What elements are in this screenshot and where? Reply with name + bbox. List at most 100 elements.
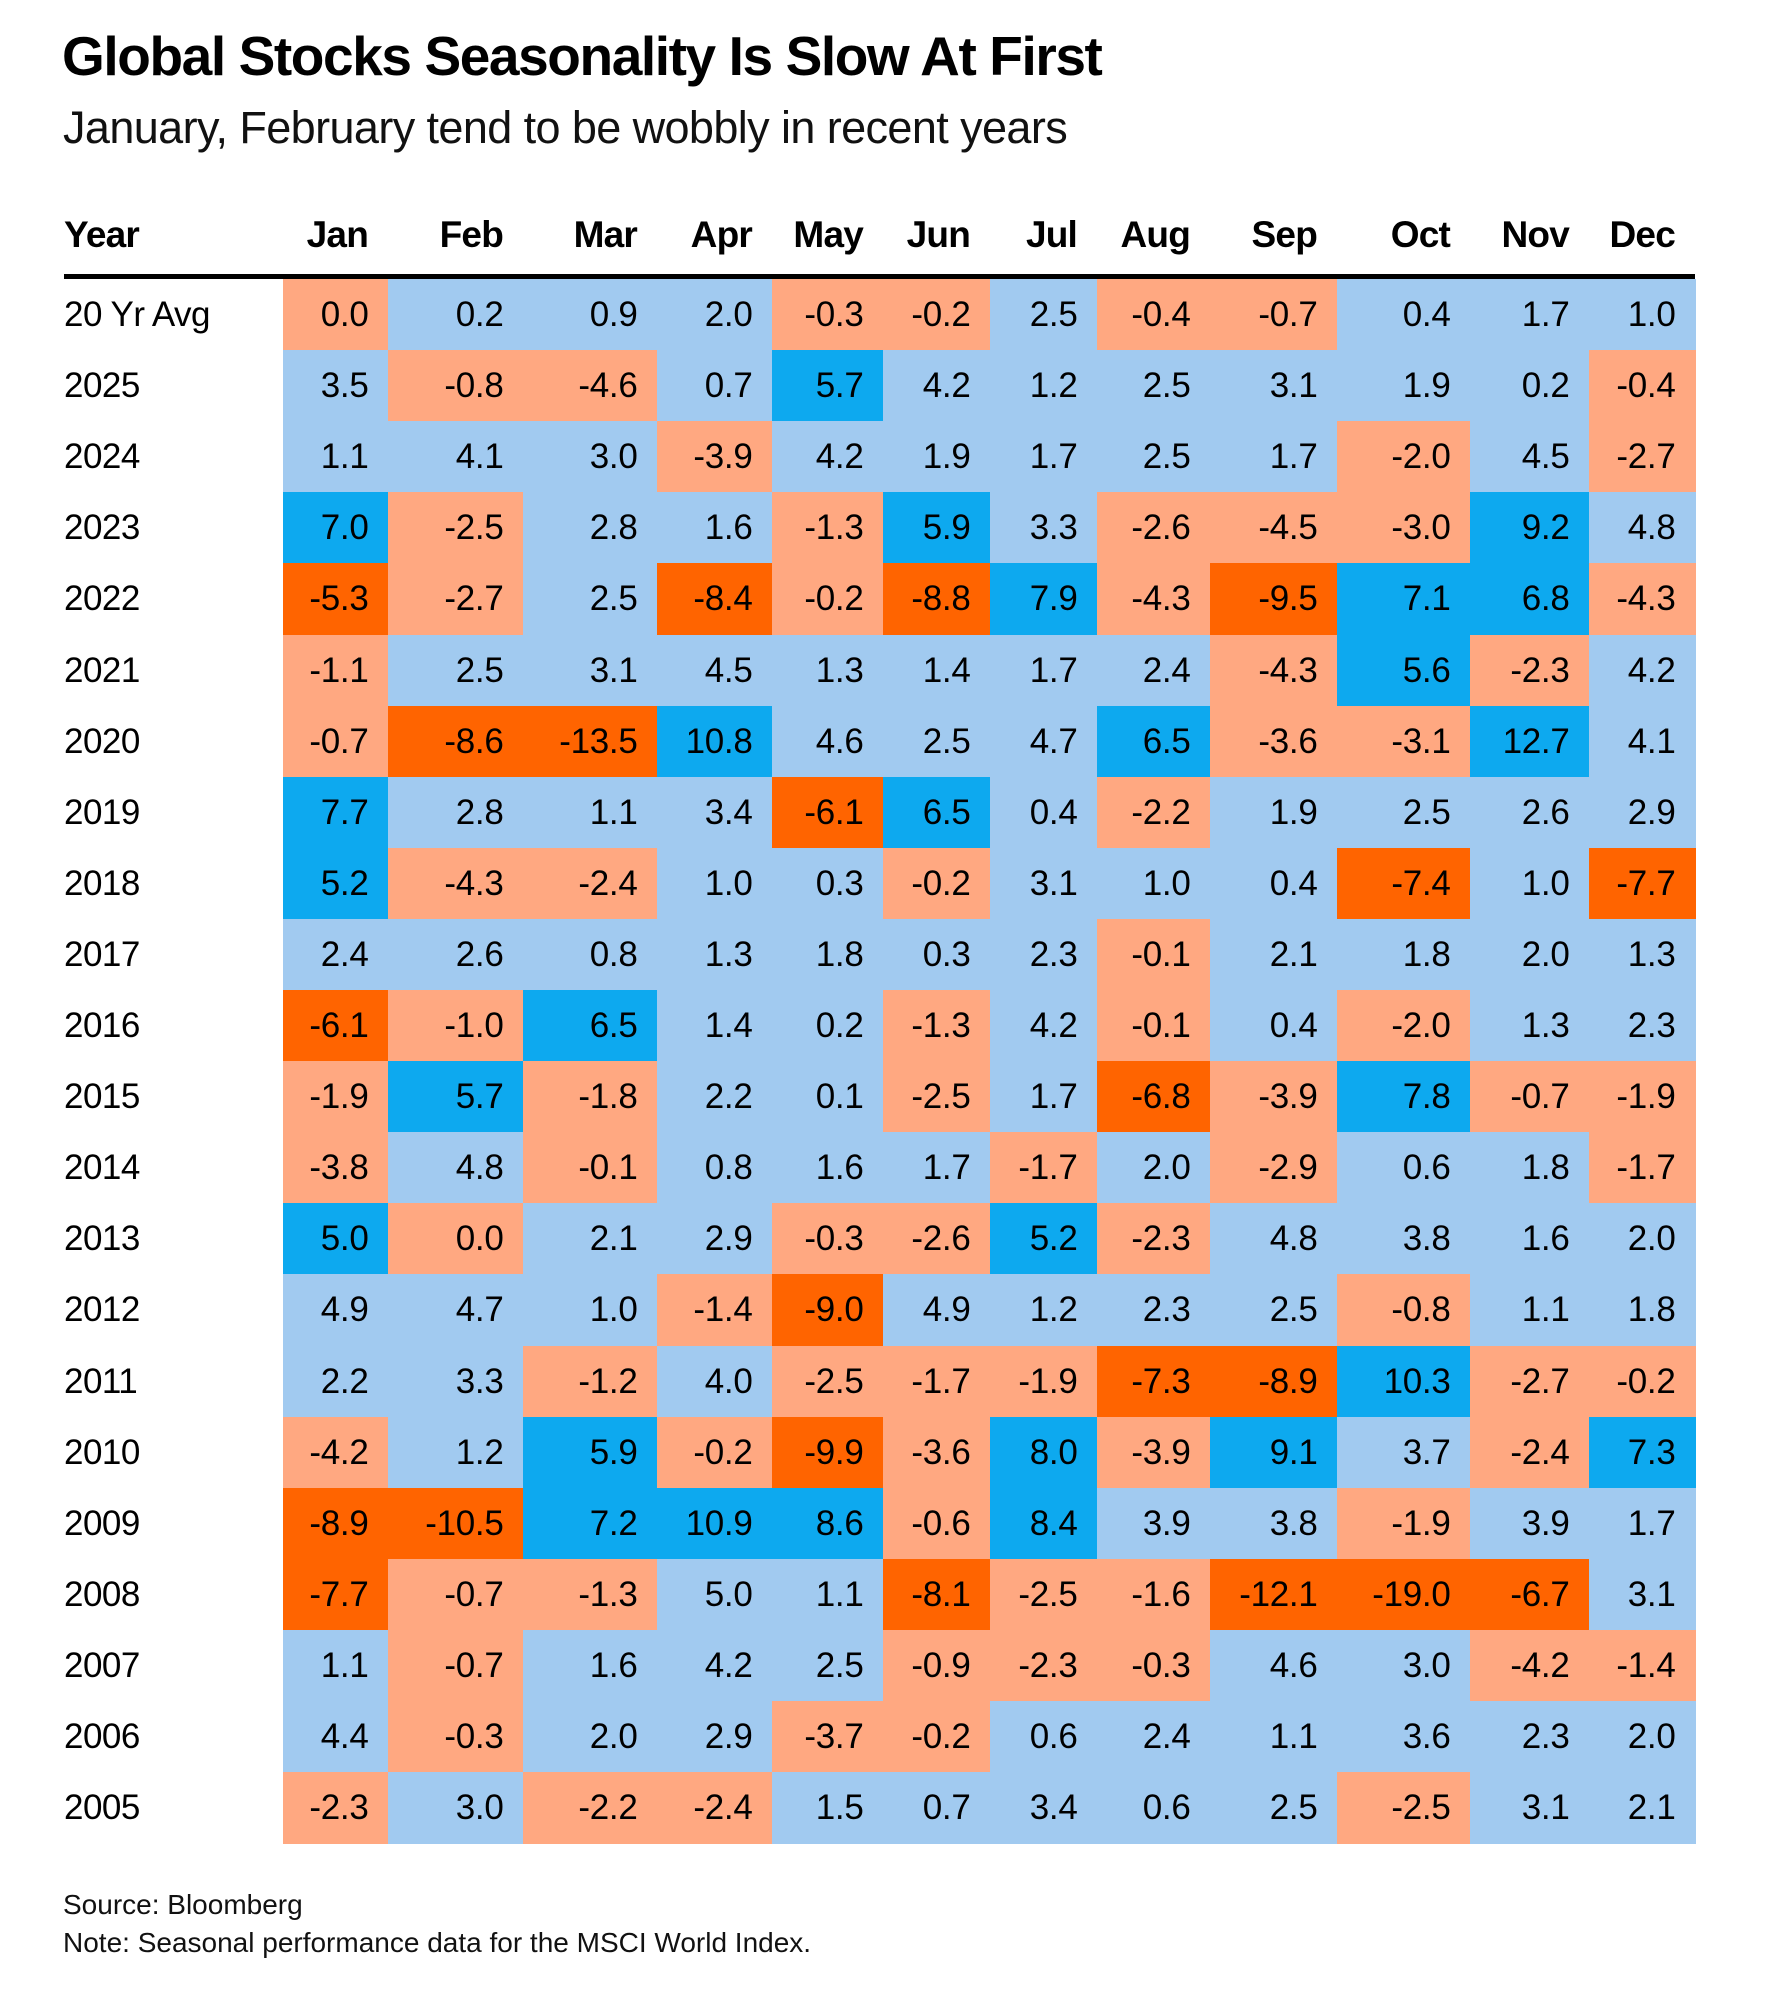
heatmap-cell: 6.5: [1097, 705, 1211, 778]
heatmap-cell: 4.7: [990, 705, 1098, 778]
column-header-mar: Mar: [573, 214, 638, 255]
heatmap-cell: -2.5: [883, 1061, 991, 1133]
heatmap-cell: 2.3: [1097, 1274, 1211, 1346]
heatmap-cell: 2.6: [1470, 776, 1590, 849]
heatmap-cell: 1.8: [772, 918, 884, 991]
heatmap-cell: -3.0: [1337, 492, 1471, 564]
column-header-jan: Jan: [306, 214, 369, 255]
row-label: 2024: [64, 437, 140, 477]
heatmap-cell: -2.6: [883, 1203, 991, 1275]
heatmap-cell: -0.8: [1337, 1274, 1471, 1346]
row-label: 2016: [64, 1006, 140, 1045]
heatmap-cell: -3.1: [1337, 705, 1471, 778]
chart-subtitle: January, February tend to be wobbly in r…: [63, 102, 1068, 153]
heatmap-cell: 2.3: [1589, 990, 1696, 1062]
heatmap-cell: 9.1: [1210, 1416, 1338, 1489]
row-label: 2006: [64, 1717, 140, 1756]
heatmap-cell: 1.5: [772, 1772, 884, 1844]
row-label: 2005: [64, 1788, 140, 1828]
heatmap-cell: 1.9: [1210, 776, 1338, 849]
row-label: 2014: [64, 1148, 140, 1188]
column-header-jul: Jul: [1025, 214, 1078, 255]
heatmap-cell: 4.2: [1589, 634, 1696, 707]
heatmap-cell: 1.0: [1589, 279, 1696, 351]
heatmap-cell: 7.3: [1589, 1416, 1696, 1489]
heatmap-cell: 4.1: [1589, 705, 1696, 778]
heatmap-cell: -6.1: [772, 776, 884, 849]
heatmap-cell: 2.1: [1589, 1772, 1696, 1844]
heatmap-cell: 4.2: [657, 1629, 773, 1702]
heatmap-cell: -3.6: [883, 1416, 991, 1489]
heatmap-cell: 0.4: [1337, 279, 1471, 351]
heatmap-cell: -0.7: [1210, 279, 1338, 351]
heatmap-cell: 4.8: [1210, 1203, 1338, 1275]
heatmap-cell: 0.0: [388, 1203, 524, 1275]
heatmap-cell: 1.6: [523, 1629, 658, 1702]
heatmap-cell: 3.3: [990, 492, 1098, 564]
seasonality-heatmap-table: Year Jan Feb Mar Apr May Jun Jul Aug Sep Oct Nov De…: [64, 0, 1696, 1850]
heatmap-cell: -2.2: [523, 1772, 658, 1844]
row-label: 2019: [64, 792, 140, 832]
row-label: 2015: [64, 1077, 140, 1117]
heatmap-cell: 6.5: [523, 990, 658, 1062]
heatmap-cell: 3.9: [1097, 1487, 1211, 1560]
heatmap-cell: -8.9: [283, 1487, 389, 1560]
heatmap-cell: 7.8: [1337, 1061, 1471, 1133]
heatmap-cell: 2.9: [657, 1701, 773, 1773]
heatmap-cell: 3.1: [1470, 1772, 1590, 1844]
heatmap-cell: 3.0: [388, 1772, 524, 1844]
heatmap-cell: -0.9: [883, 1629, 991, 1702]
heatmap-cell: 0.4: [990, 776, 1098, 849]
column-header-feb: Feb: [439, 214, 504, 255]
heatmap-cell: -1.3: [772, 492, 884, 564]
heatmap-cell: 2.5: [1210, 1274, 1338, 1346]
heatmap-cell: 2.3: [1470, 1701, 1590, 1773]
heatmap-cell: 2.5: [990, 279, 1098, 351]
heatmap-cell: 2.5: [388, 634, 524, 707]
heatmap-cell: 1.0: [1470, 847, 1590, 920]
heatmap-cell: 1.3: [1589, 918, 1696, 991]
heatmap-cell: -19.0: [1337, 1558, 1471, 1631]
row-label: 2009: [64, 1503, 140, 1543]
heatmap-cell: -2.5: [772, 1345, 884, 1418]
heatmap-cell: 2.8: [523, 492, 658, 564]
heatmap-cell: 8.0: [990, 1416, 1098, 1489]
heatmap-cell: 1.9: [883, 421, 991, 493]
heatmap-cell: 1.4: [657, 990, 773, 1062]
heatmap-cell: -2.7: [1589, 421, 1696, 493]
heatmap-cell: -2.0: [1337, 421, 1471, 493]
heatmap-cell: 2.9: [657, 1203, 773, 1275]
heatmap-cell: -3.9: [1210, 1061, 1338, 1133]
heatmap-cell: 0.1: [772, 1061, 884, 1133]
heatmap-cell: 1.0: [523, 1274, 658, 1346]
heatmap-cell: 3.8: [1210, 1487, 1338, 1560]
heatmap-cell: 1.8: [1589, 1274, 1696, 1346]
heatmap-cell: 1.4: [883, 634, 991, 707]
heatmap-cell: 5.6: [1337, 634, 1471, 707]
row-label: 2010: [64, 1432, 140, 1472]
heatmap-cell: -0.6: [883, 1487, 991, 1560]
heatmap-cell: 2.4: [1097, 1701, 1211, 1773]
heatmap-cell: -4.2: [1470, 1629, 1590, 1702]
heatmap-cell: 1.1: [523, 776, 658, 849]
column-header-aug: Aug: [1120, 214, 1190, 255]
heatmap-cell: 1.3: [772, 634, 884, 707]
heatmap-cell: 3.5: [283, 350, 389, 422]
heatmap-cell: 0.8: [657, 1132, 773, 1204]
heatmap-cell: 0.8: [523, 918, 658, 991]
heatmap-cell: 10.3: [1337, 1345, 1471, 1418]
heatmap-cell: -2.5: [990, 1558, 1098, 1631]
heatmap-cell: -4.3: [1097, 563, 1211, 635]
row-label: 2017: [64, 934, 140, 974]
heatmap-cell: 10.9: [657, 1487, 773, 1560]
heatmap-cell: 0.6: [1097, 1772, 1211, 1844]
heatmap-cell: -12.1: [1210, 1558, 1338, 1631]
heatmap-cell: -0.3: [1097, 1629, 1211, 1702]
heatmap-cell: -1.0: [388, 990, 524, 1062]
heatmap-cell: 4.6: [1210, 1629, 1338, 1702]
heatmap-cell: -3.8: [283, 1132, 389, 1204]
heatmap-cell: -0.4: [1589, 350, 1696, 422]
heatmap-cell: 4.8: [388, 1132, 524, 1204]
heatmap-cell: 5.7: [772, 350, 884, 422]
heatmap-cell: 0.3: [772, 847, 884, 920]
